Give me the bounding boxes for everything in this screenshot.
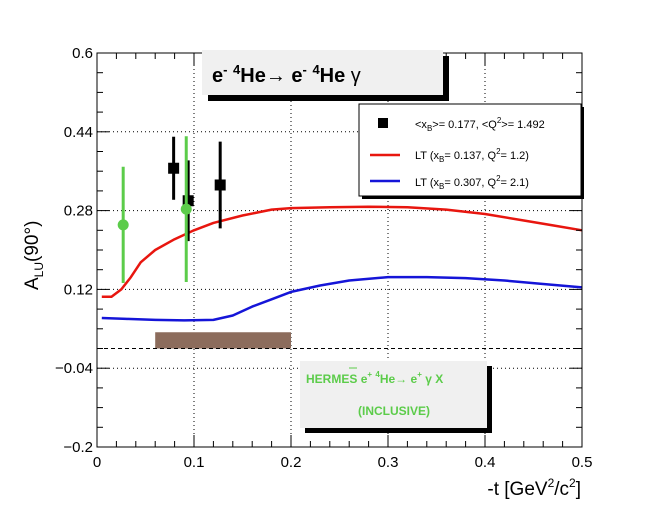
data-point-circle — [117, 219, 129, 231]
x-tick-label: 0.4 — [475, 454, 496, 471]
legend: <xB>= 0.177, <Q2>= 1.492 LT (xB= 0.137, … — [358, 103, 584, 199]
legend-square-marker — [378, 118, 388, 128]
theory-curve — [101, 205, 583, 299]
systematic-band-layer — [155, 332, 291, 349]
data-point-circle — [180, 203, 192, 215]
series-layer — [101, 136, 583, 322]
chart-title: e- 4He→ e- 4He γ — [212, 62, 361, 87]
x-tick-label: 0.1 — [184, 454, 205, 471]
title-box: e- 4He→ e- 4He γ — [202, 50, 449, 101]
x-tick-label: 0.2 — [281, 454, 302, 471]
systematic-error-band — [155, 332, 291, 349]
tick-labels: 0 0.1 0.2 0.3 0.4 0.5 −0.2 −0.04 0.12 0.28 0.44 0.6 — [55, 45, 592, 471]
data-point-square — [168, 162, 180, 174]
hermes-label: HERMES e+ 4He→ e+ γ X — [306, 370, 443, 386]
x-tick-label: 0 — [93, 454, 101, 471]
hermes-annotation: HERMES e+ 4He→ e+ γ X (INCLUSIVE) — [300, 361, 492, 433]
x-tick-label: 0.5 — [572, 454, 593, 471]
legend-entry-data: <xB>= 0.177, <Q2>= 1.492 — [415, 116, 545, 133]
x-tick-label: 0.3 — [378, 454, 399, 471]
y-tick-label: 0.44 — [64, 124, 93, 141]
y-tick-label: 0.28 — [64, 203, 93, 220]
legend-entry-lt-blue: LT (xB= 0.307, Q2= 2.1) — [415, 174, 529, 191]
y-axis-label: ALU(90°) — [22, 221, 46, 290]
y-tick-label: −0.04 — [55, 360, 93, 377]
x-axis-label: -t [GeV2/c2] — [487, 476, 581, 500]
legend-entry-lt-red: LT (xB= 0.137, Q2= 1.2) — [415, 147, 529, 164]
data-point-square — [182, 195, 194, 207]
hermes-inclusive-label: (INCLUSIVE) — [358, 404, 430, 418]
theory-curve — [101, 275, 583, 322]
y-tick-label: 0.6 — [72, 45, 93, 62]
y-tick-label: 0.12 — [64, 281, 93, 298]
data-point-square — [214, 179, 226, 191]
y-tick-label: −0.2 — [63, 439, 93, 456]
